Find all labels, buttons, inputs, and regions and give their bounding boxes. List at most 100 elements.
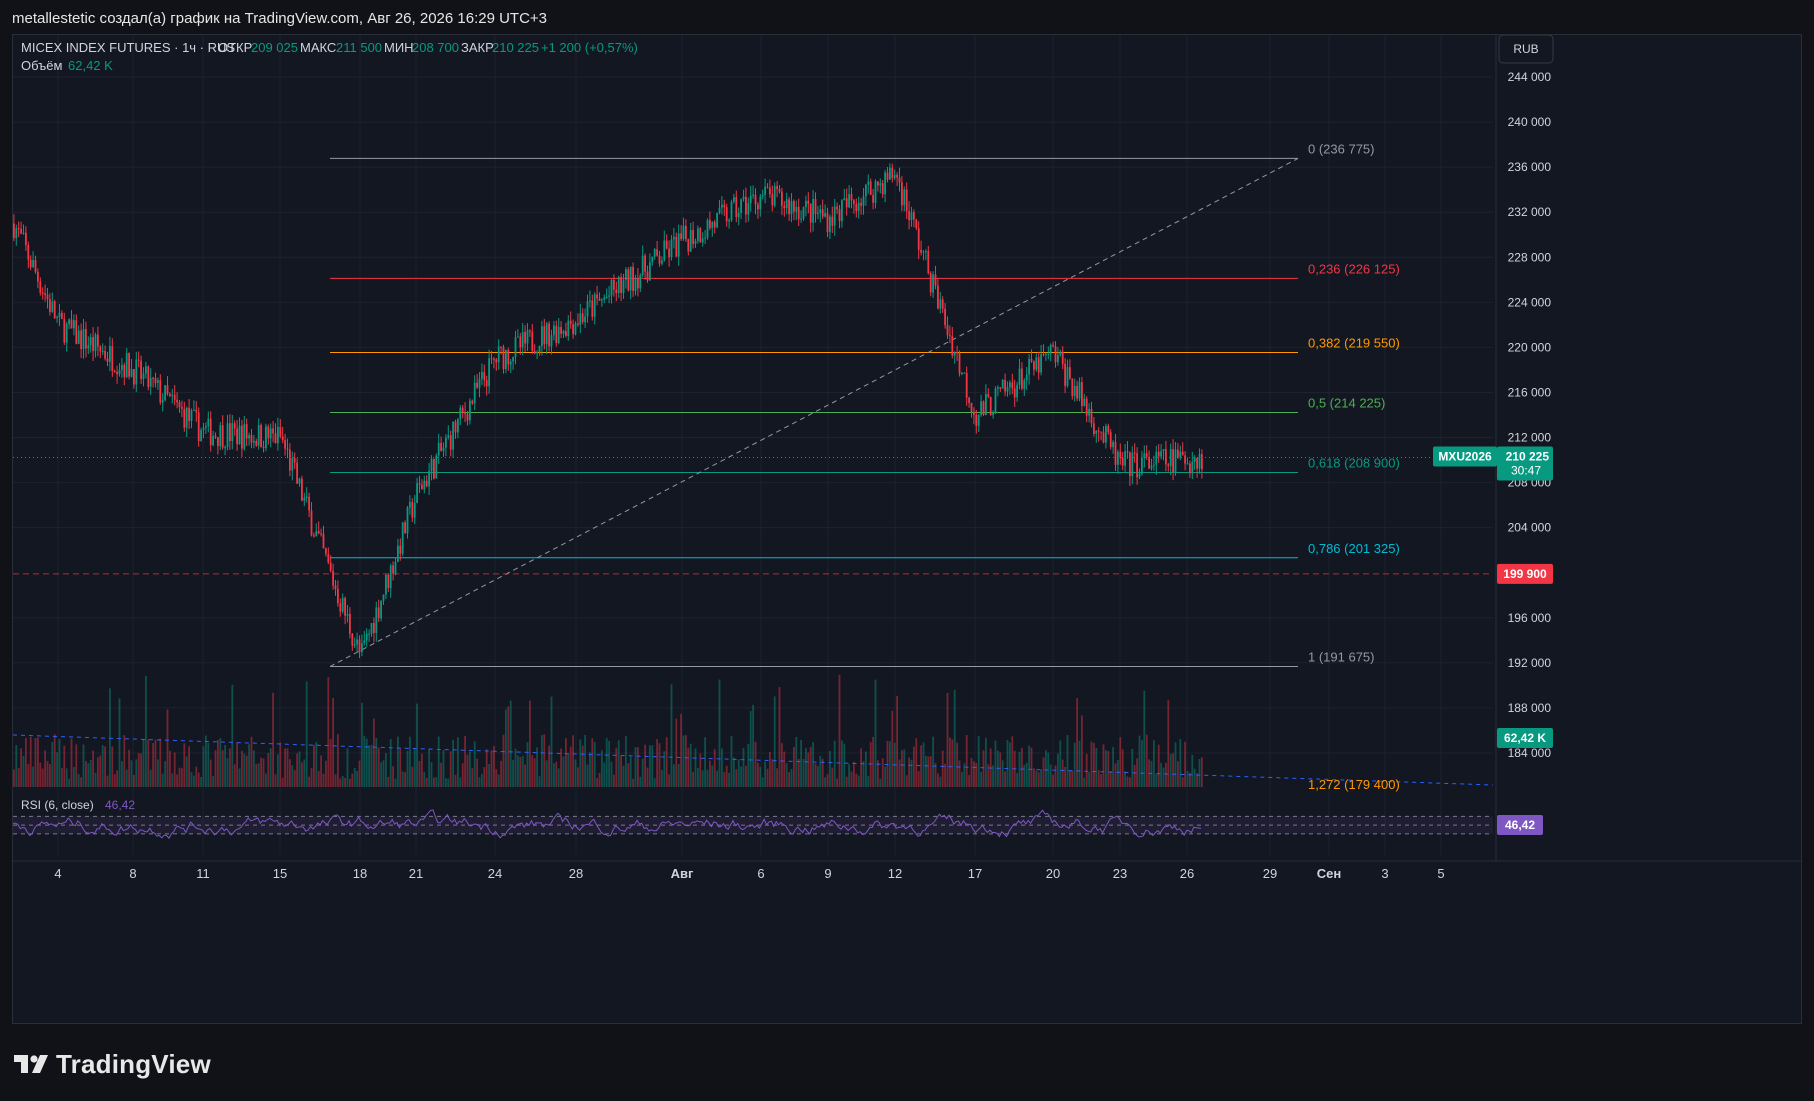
- time-tick: 9: [824, 866, 831, 881]
- candle-body: [1114, 441, 1117, 465]
- volume-bar: [673, 764, 675, 787]
- price-axis[interactable]: 244 000 240 000 236 000 232 000 228 000 224 0…: [1508, 70, 1552, 760]
- volume-bar: [598, 772, 601, 787]
- candle-body: [764, 186, 766, 195]
- candle-body: [1059, 351, 1062, 355]
- volume-bar: [236, 742, 238, 787]
- time-axis[interactable]: 4 8 11 15 18 21 24 28 Авг 6 9 12 17 20 23 26 29 Сен 3 5: [54, 866, 1444, 881]
- candle-body: [423, 480, 426, 490]
- volume-bar: [809, 746, 812, 787]
- candle-body: [397, 545, 399, 562]
- volume-bar: [944, 763, 946, 787]
- candle-body: [320, 533, 322, 535]
- candle-body: [387, 574, 390, 588]
- volume-bar: [265, 773, 267, 787]
- candle-body: [1066, 367, 1069, 386]
- fib-trend-line: [329, 157, 1299, 667]
- chart-svg[interactable]: 0 (236 775) 0,236 (226 125) 0,382 (219 550…: [12, 34, 1801, 1023]
- volume-bar: [140, 753, 142, 787]
- candle-body: [574, 323, 577, 335]
- volume-bar: [1174, 742, 1177, 787]
- volume-bar: [382, 760, 385, 787]
- candle-body: [548, 323, 550, 347]
- candle-body: [639, 275, 642, 289]
- candle-body: [197, 412, 200, 442]
- volume-bar: [411, 766, 414, 787]
- candle-body: [49, 299, 51, 312]
- currency-button[interactable]: [1498, 34, 1554, 64]
- volume-bar: [740, 766, 742, 787]
- volume-bar: [58, 739, 61, 787]
- volume-bar: [1061, 759, 1064, 787]
- candle-body: [874, 181, 877, 203]
- volume-bar: [380, 762, 382, 787]
- volume-bar: [425, 777, 428, 787]
- volume-bar: [567, 753, 570, 787]
- candle-body: [1085, 398, 1088, 416]
- volume-bar: [781, 743, 783, 787]
- time-tick: Сен: [1317, 866, 1341, 881]
- candle-body: [869, 181, 872, 195]
- fib-retracement[interactable]: 0 (236 775) 0,236 (226 125) 0,382 (219 550…: [329, 141, 1400, 792]
- volume-bar: [1157, 744, 1160, 787]
- candle-body: [742, 196, 745, 200]
- candle-body: [339, 603, 342, 612]
- candle-body: [1073, 385, 1076, 397]
- volume-bar: [1198, 759, 1201, 787]
- volume-bar: [118, 698, 121, 787]
- volume-bar: [329, 738, 332, 787]
- candle-body: [291, 458, 294, 471]
- candle-body: [125, 353, 128, 378]
- volume-bar: [783, 751, 786, 787]
- volume-bar: [1193, 768, 1196, 787]
- candle-body: [881, 183, 884, 195]
- volume-bar: [308, 776, 310, 787]
- fib-level-label: 0 (236 775): [1308, 141, 1375, 156]
- candle-body: [1030, 358, 1033, 362]
- candle-body: [164, 385, 166, 401]
- volume-bar: [1129, 777, 1131, 787]
- chart-frame[interactable]: 0 (236 775) 0,236 (226 125) 0,382 (219 550…: [12, 34, 1802, 1024]
- volume-bar: [351, 773, 354, 787]
- candle-body: [243, 424, 246, 449]
- candle-body: [526, 330, 529, 344]
- candles: [13, 163, 1203, 659]
- volume-bar: [1136, 758, 1138, 787]
- last-price-badge: 210 225: [1506, 450, 1550, 464]
- volume-bar: [260, 757, 262, 787]
- volume-bar: [193, 775, 195, 787]
- candle-body: [147, 366, 150, 387]
- candle-body: [1028, 358, 1030, 375]
- candle-body: [965, 372, 968, 398]
- volume-bar: [922, 742, 925, 787]
- volume-bar: [735, 769, 738, 787]
- candle-body: [375, 607, 378, 633]
- volume-bar: [147, 739, 150, 787]
- candle-body: [459, 407, 462, 419]
- candle-body: [610, 279, 613, 296]
- candle-body: [884, 172, 886, 195]
- candle-body: [507, 349, 510, 365]
- volume-bar: [663, 751, 666, 787]
- candle-body: [37, 271, 39, 282]
- candle-body: [1126, 451, 1129, 453]
- volume-bar: [1169, 753, 1172, 787]
- candle-body: [949, 335, 951, 337]
- volume-bar: [245, 755, 248, 787]
- volume-bar: [447, 778, 450, 787]
- volume-bar: [495, 769, 498, 787]
- volume-bar: [298, 751, 301, 787]
- candle-body: [661, 260, 663, 264]
- volume-bar: [800, 739, 802, 787]
- candle-body: [1035, 357, 1038, 370]
- candle-body: [553, 325, 555, 336]
- candle-body: [886, 172, 889, 180]
- candle-body: [694, 240, 697, 244]
- candle-body: [409, 502, 411, 508]
- candle-body: [735, 197, 738, 218]
- candle-body: [961, 372, 963, 374]
- candle-body: [265, 426, 267, 449]
- candle-body: [1004, 379, 1006, 392]
- volume-bar: [653, 778, 656, 787]
- volume-bar: [41, 768, 44, 787]
